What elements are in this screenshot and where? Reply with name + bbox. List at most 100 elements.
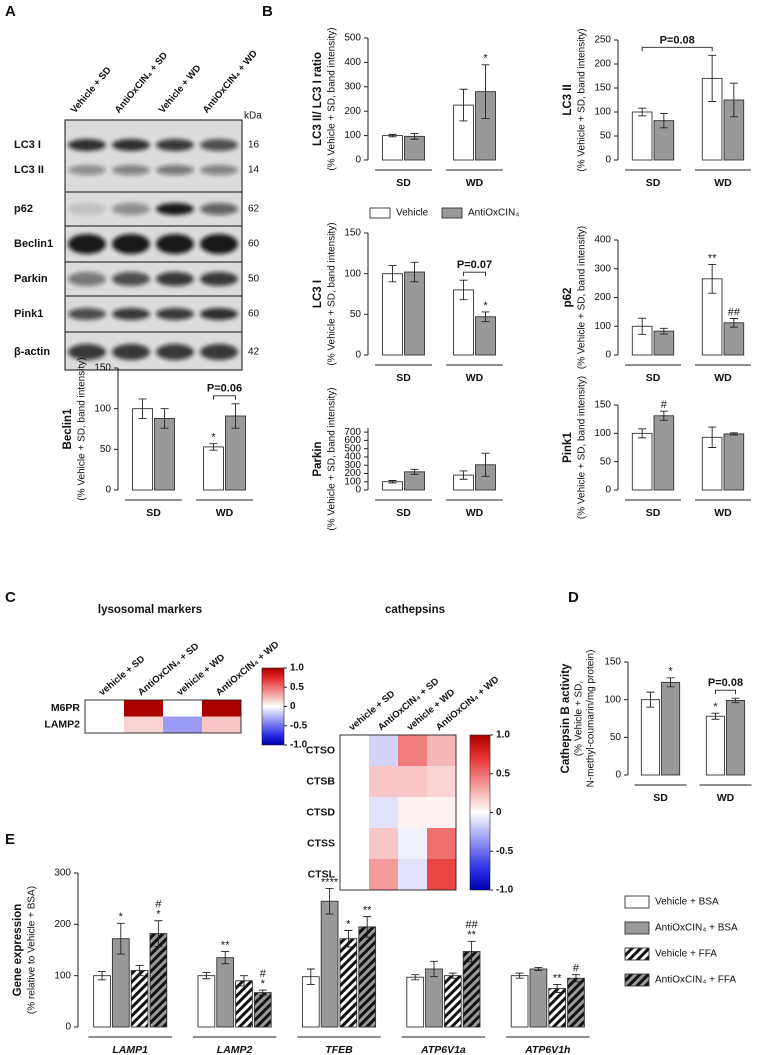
bar: [132, 408, 153, 491]
bar: [320, 900, 339, 1028]
x-tick-label: SD: [146, 507, 161, 519]
error-bar: [363, 916, 372, 938]
y-tick-label: 50: [600, 131, 612, 142]
y-tick-label: 100: [604, 694, 621, 705]
error-bar: [708, 54, 717, 102]
y-tick-label: 400: [344, 57, 361, 68]
y-axis-subtitle: (% Vehicle + SD,: [574, 681, 585, 756]
error-bar: [258, 989, 267, 996]
panel-letter: B: [262, 3, 273, 20]
y-tick-label: 200: [344, 106, 361, 117]
protein-label: Parkin: [14, 273, 48, 285]
x-tick-label: WD: [466, 372, 484, 384]
heat-cell: [340, 735, 370, 767]
bar: [425, 968, 443, 1028]
legend-swatch: [369, 207, 391, 219]
significance-mark: #: [155, 899, 162, 911]
error-bar: [344, 930, 353, 948]
legend-swatch: [441, 207, 463, 219]
heat-cell: [398, 766, 428, 798]
error-bar: [729, 82, 738, 118]
bracket-label: P=0.08: [708, 677, 743, 689]
error-bar: [729, 432, 738, 436]
y-axis-subtitle: (% relative to Vehicle + BSA): [27, 886, 38, 1014]
significance-mark: ##: [465, 919, 478, 931]
heat-cell: [427, 859, 457, 891]
x-tick-label: WD: [466, 507, 484, 519]
heat-cell: [369, 735, 399, 767]
error-bar: [659, 112, 668, 129]
error-bar: [306, 968, 315, 985]
blot-band: [68, 344, 106, 360]
bracket-label: P=0.08: [660, 34, 695, 46]
bar: [235, 980, 253, 1028]
legend-swatch: [624, 973, 650, 987]
kda-unit: kDa: [244, 111, 262, 122]
y-tick-label: 500: [344, 33, 361, 44]
bar: [404, 135, 425, 161]
x-tick-label: WD: [714, 507, 732, 519]
y-tick-label: 100: [94, 403, 111, 414]
error-bar: [638, 428, 647, 439]
y-tick-label: 400: [344, 452, 361, 463]
heat-cell: [340, 828, 370, 860]
error-bar: [116, 922, 125, 955]
error-bar: [459, 88, 468, 122]
colorbar-tick-label: 0.5: [496, 768, 510, 779]
bar: [197, 975, 216, 1028]
y-tick-label: 0: [605, 155, 611, 166]
row-label: CTSB: [306, 775, 335, 787]
y-axis-title: Parkin: [312, 441, 324, 476]
y-tick-label: 0: [105, 485, 111, 496]
bar: [443, 975, 462, 1028]
error-bar: [571, 974, 580, 983]
y-tick-label: 300: [344, 81, 361, 92]
blot-band: [200, 272, 238, 286]
blot-band: [156, 139, 194, 151]
protein-label: Pink1: [14, 308, 43, 320]
bar: [203, 446, 224, 491]
y-tick-label: 200: [594, 292, 611, 303]
colorbar-tick-label: -0.5: [290, 720, 308, 731]
error-bar: [388, 133, 397, 138]
legend-label: Vehicle + BSA: [655, 897, 719, 908]
bracket-label: P=0.06: [207, 383, 242, 395]
y-axis-title: Cathepsin B activity: [560, 663, 572, 774]
blot-band: [156, 344, 194, 360]
heat-cell: [369, 828, 399, 860]
blot-band: [200, 203, 238, 215]
x-tick-label: ATP6V1h: [524, 1044, 570, 1055]
blot-band: [112, 234, 150, 254]
protein-label: LC3 II: [14, 164, 44, 176]
error-bar: [135, 964, 144, 977]
blot-band: [200, 139, 238, 151]
error-bar: [729, 318, 738, 328]
bar: [382, 273, 403, 356]
error-bar: [708, 263, 717, 294]
y-axis-title: LC3 II/ LC3 I ratio: [312, 52, 324, 146]
blot-band: [156, 165, 194, 175]
blot-band: [156, 234, 194, 254]
y-tick-label: 300: [594, 263, 611, 274]
blot-band: [200, 344, 238, 360]
bar: [253, 992, 272, 1028]
bar: [723, 322, 745, 356]
error-bar: [410, 261, 419, 283]
significance-mark: *: [261, 978, 266, 990]
bar: [705, 715, 725, 776]
error-bar: [231, 403, 240, 429]
blot-band: [68, 308, 106, 320]
y-tick-label: 100: [54, 970, 71, 981]
heat-cell: [202, 700, 242, 717]
error-bar: [659, 410, 668, 421]
blot-band: [112, 272, 150, 286]
y-tick-label: 50: [600, 456, 612, 467]
error-bar: [534, 967, 543, 971]
error-bar: [659, 327, 668, 335]
x-tick-label: LAMP2: [217, 1044, 253, 1055]
bar: [462, 951, 481, 1028]
error-bar: [459, 279, 468, 301]
y-tick-label: 150: [344, 228, 361, 239]
y-tick-label: 0: [65, 1022, 71, 1033]
